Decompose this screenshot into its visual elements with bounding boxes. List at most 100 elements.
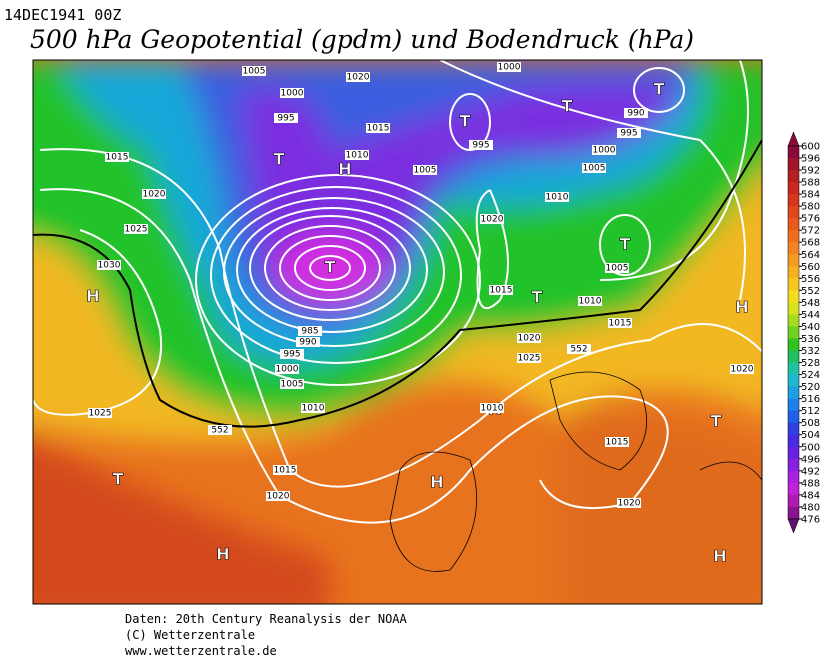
pressure-center: T xyxy=(562,97,573,116)
isobar-label: 1025 xyxy=(89,409,112,419)
isobar-label: 1015 xyxy=(490,286,513,296)
map-field: HTHTTTTTTHTHHTHH100510201000100099510159… xyxy=(33,60,762,604)
footer-line: Daten: 20th Century Reanalysis der NOAA xyxy=(125,612,408,626)
legend-label: 560 xyxy=(801,262,820,273)
isobar-label-bg xyxy=(617,498,641,508)
legend-label: 536 xyxy=(801,334,820,345)
isobar-label-bg xyxy=(545,192,569,202)
isobar-label-bg xyxy=(208,425,232,435)
legend-label: 484 xyxy=(801,490,820,501)
footer-line: (C) Wetterzentrale xyxy=(125,628,255,642)
legend-swatch xyxy=(788,158,799,171)
isobar-label-bg xyxy=(298,326,322,336)
isobar-label-bg xyxy=(517,353,541,363)
isobar-label-bg xyxy=(480,403,504,413)
pressure-center: T xyxy=(460,112,471,131)
legend-swatch xyxy=(788,494,799,508)
pressure-center: T xyxy=(620,235,631,254)
isobar-label: 1010 xyxy=(302,404,325,414)
isobar-label: 1000 xyxy=(281,89,304,99)
isobar-label: 1005 xyxy=(243,67,266,77)
isobar-label-bg xyxy=(489,285,513,295)
isobar-label: 990 xyxy=(299,338,316,348)
legend-label: 572 xyxy=(801,226,820,237)
isobar-label-bg xyxy=(97,260,121,270)
isobar-label-bg xyxy=(274,113,298,123)
isobar-label-bg xyxy=(105,152,129,162)
legend-label: 568 xyxy=(801,238,820,249)
legend-label: 524 xyxy=(801,370,820,381)
legend-swatch xyxy=(788,290,799,303)
isobar-label: 1015 xyxy=(609,319,632,329)
legend-swatch xyxy=(788,326,799,339)
pressure-center: H xyxy=(86,287,99,306)
isobar-label: 1005 xyxy=(281,380,304,390)
legend-label: 576 xyxy=(801,214,820,225)
color-legend: 6005965925885845805765725685645605565525… xyxy=(787,131,820,534)
isobar-label: 985 xyxy=(301,327,318,337)
legend-label: 600 xyxy=(801,142,820,153)
legend-label: 496 xyxy=(801,454,820,465)
legend-label: 588 xyxy=(801,178,820,189)
legend-label: 596 xyxy=(801,154,820,165)
isobar-label: 1020 xyxy=(347,73,370,83)
isobar-label-bg xyxy=(567,344,591,354)
isobar-label: 1020 xyxy=(267,492,290,502)
legend-swatch xyxy=(788,194,799,207)
legend-swatch xyxy=(788,146,799,159)
isobar-label: 1015 xyxy=(106,153,129,163)
isobar-label-bg xyxy=(88,408,112,418)
legend-label: 488 xyxy=(801,478,820,489)
isobar-label-bg xyxy=(242,66,266,76)
isobar-label-bg xyxy=(582,163,606,173)
isobar-label-bg xyxy=(346,72,370,82)
legend-label: 540 xyxy=(801,322,820,333)
legend-swatch xyxy=(788,398,799,412)
legend-swatch xyxy=(788,458,799,472)
legend-label: 528 xyxy=(801,358,820,369)
isobar-label-bg xyxy=(592,145,616,155)
isobar-label: 1005 xyxy=(414,166,437,176)
isobar-label-bg xyxy=(497,62,521,72)
isobar-label-bg xyxy=(480,214,504,224)
footer-line: www.wetterzentrale.de xyxy=(125,644,277,658)
isobar-label-bg xyxy=(517,333,541,343)
legend-label: 580 xyxy=(801,202,820,213)
isobar-label-bg xyxy=(280,88,304,98)
legend-label: 548 xyxy=(801,298,820,309)
isobar-label: 1015 xyxy=(606,438,629,448)
isobar-label: 995 xyxy=(277,114,294,124)
legend-label: 532 xyxy=(801,346,820,357)
date: 14DEC1941 00Z xyxy=(4,6,121,24)
isobar-label: 1015 xyxy=(367,124,390,134)
isobar-label: 1020 xyxy=(518,334,541,344)
isobar-label-bg xyxy=(605,437,629,447)
legend-swatch xyxy=(788,410,799,424)
legend-swatch xyxy=(788,266,799,279)
isobar-label: 552 xyxy=(570,345,587,355)
legend-label: 480 xyxy=(801,502,820,513)
isobar-label: 1020 xyxy=(481,215,504,225)
legend-label: 552 xyxy=(801,286,820,297)
isobar-label: 1020 xyxy=(143,190,166,200)
pressure-center: T xyxy=(532,288,543,307)
isobar-label-bg xyxy=(273,465,297,475)
legend-swatch xyxy=(788,482,799,496)
legend-swatch xyxy=(788,506,799,520)
legend-label: 564 xyxy=(801,250,820,261)
isobar-label: 1010 xyxy=(481,404,504,414)
isobar-label: 1005 xyxy=(583,164,606,174)
legend-swatch xyxy=(788,446,799,460)
isobar-label-bg xyxy=(578,296,602,306)
title: 500 hPa Geopotential (gpdm) und Bodendru… xyxy=(30,25,694,54)
isobar-label-bg xyxy=(124,224,148,234)
pressure-center: H xyxy=(713,547,726,566)
legend-cap-top xyxy=(787,131,800,147)
isobar-label: 1010 xyxy=(579,297,602,307)
legend-label: 520 xyxy=(801,382,820,393)
isobar-label-bg xyxy=(624,108,648,118)
isobar-label: 995 xyxy=(472,141,489,151)
isobar-label-bg xyxy=(469,140,493,150)
legend-swatch xyxy=(788,470,799,484)
